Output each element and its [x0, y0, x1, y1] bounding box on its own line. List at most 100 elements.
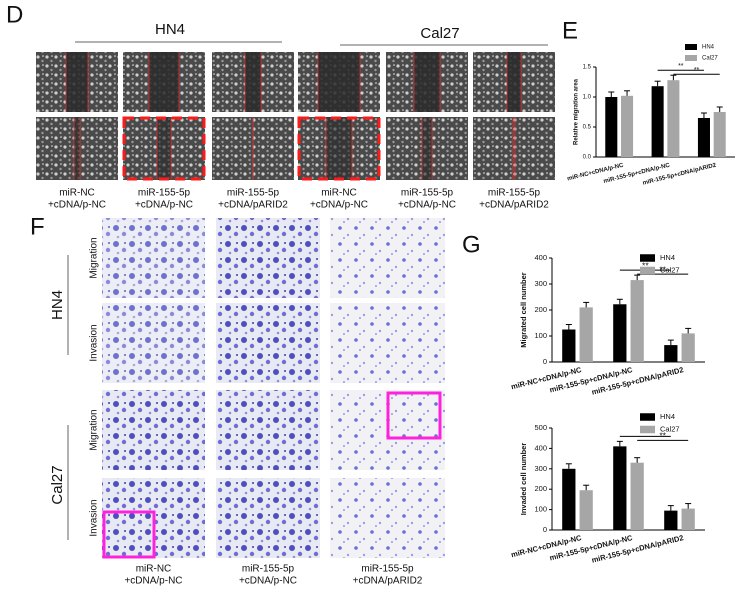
bar [613, 304, 627, 362]
highlight [297, 116, 381, 181]
legend-label: Cal27 [660, 265, 680, 274]
micrograph [216, 303, 320, 383]
y-tick-label: 400 [534, 253, 547, 262]
bar [630, 280, 644, 362]
micrograph [473, 117, 555, 180]
annotation: ** [694, 67, 700, 74]
legend-label: HN4 [702, 45, 715, 51]
caption: +cDNA/pARID2 [353, 576, 423, 587]
micrograph [216, 390, 320, 470]
y-tick-label: 1.0 [583, 95, 592, 101]
panel-label: G [462, 231, 481, 258]
bar [562, 329, 576, 362]
bar [605, 97, 618, 157]
y-tick-label: 200 [534, 305, 547, 314]
micrograph [102, 218, 205, 298]
micrograph [216, 218, 320, 298]
bar [651, 86, 664, 157]
y-tick-label: 300 [534, 279, 547, 288]
micrograph [330, 218, 445, 298]
y-axis-label: Relative migration area [574, 78, 580, 145]
scratch [422, 117, 432, 180]
annotation: ** [659, 264, 666, 274]
y-tick-label: 1.5 [583, 65, 592, 71]
panel-label: E [562, 17, 578, 44]
scratch [149, 52, 179, 112]
scratch [414, 52, 440, 112]
y-tick-label: 100 [534, 505, 547, 514]
bar [562, 468, 576, 530]
caption: miR-155-5p [227, 188, 280, 199]
panel-label: D [6, 1, 23, 28]
caption: +cDNA/p-NC [310, 200, 368, 211]
y-tick-label: 0.5 [583, 125, 592, 131]
panel-label: F [30, 213, 45, 240]
bar [613, 446, 627, 530]
bar [713, 112, 726, 157]
row-label: Migration [89, 237, 100, 278]
y-tick-label: 500 [534, 423, 547, 432]
bar [621, 95, 634, 157]
caption: miR-155-5p [488, 188, 541, 199]
y-axis-label: Migrated cell number [519, 272, 528, 348]
scratch [66, 52, 88, 112]
group-label: Cal27 [49, 465, 66, 504]
row-label: Invasion [89, 324, 100, 361]
y-tick-label: 0.0 [583, 155, 592, 161]
caption: miR-155-5p [361, 564, 414, 575]
caption: miR-NC [321, 188, 357, 199]
y-axis-label: Invaded cell number [519, 443, 528, 516]
bar [681, 508, 695, 530]
caption: +cDNA/pARID2 [218, 200, 288, 211]
caption: miR-NC [59, 188, 95, 199]
highlight [102, 510, 156, 559]
y-tick-label: 400 [534, 443, 547, 452]
micrograph [102, 390, 205, 470]
micrograph [330, 478, 445, 558]
caption: miR-155-5p [138, 188, 191, 199]
group-label: Cal27 [420, 25, 459, 42]
bar [681, 333, 695, 362]
y-tick-label: 0 [543, 357, 547, 366]
scratch [507, 52, 521, 112]
scratch [74, 117, 80, 180]
micrograph [216, 478, 320, 558]
y-tick-label: 100 [534, 331, 547, 340]
group-label: HN4 [49, 290, 66, 320]
caption: miR-155-5p [242, 564, 295, 575]
scratch [157, 117, 171, 180]
scratch [318, 52, 360, 112]
row-label: Migration [89, 409, 100, 450]
row-label: Invasion [89, 499, 100, 536]
micrograph [330, 303, 445, 383]
bar [630, 462, 644, 530]
legend-swatch [640, 413, 655, 421]
annotation: ** [659, 431, 666, 441]
legend-label: HN4 [660, 253, 675, 262]
highlight [386, 391, 442, 440]
legend-label: Cal27 [660, 424, 680, 433]
legend-swatch [685, 44, 697, 50]
annotation: ** [678, 63, 684, 70]
highlight [122, 116, 206, 181]
bar [579, 490, 593, 530]
legend-swatch [640, 254, 655, 262]
caption: +cDNA/p-NC [398, 200, 456, 211]
y-tick-label: 0 [543, 525, 547, 534]
caption: +cDNA/pARID2 [479, 200, 549, 211]
caption: miR-NC [136, 564, 172, 575]
group-label: HN4 [155, 21, 185, 38]
bar [697, 118, 710, 157]
annotation: ** [642, 260, 649, 270]
y-tick-label: 300 [534, 464, 547, 473]
bar [664, 510, 678, 530]
scratch [326, 117, 352, 180]
legend-label: HN4 [660, 412, 675, 421]
bar [579, 307, 593, 362]
caption: +cDNA/p-NC [239, 576, 297, 587]
legend-swatch [640, 266, 655, 275]
bar [664, 345, 678, 362]
micrograph [102, 303, 205, 383]
caption: +cDNA/p-NC [135, 200, 193, 211]
